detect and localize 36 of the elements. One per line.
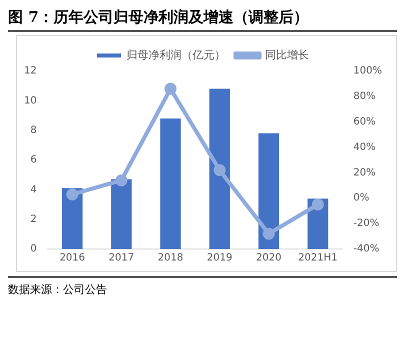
- y2-tick-label: 0%: [353, 192, 370, 204]
- legend-label: 同比增长: [265, 48, 309, 62]
- y2-tick-label: 100%: [353, 66, 382, 77]
- y2-tick-label: 80%: [353, 91, 376, 102]
- y2-tick-label: 20%: [353, 167, 376, 178]
- bar: [209, 88, 230, 249]
- x-tick-label: 2018: [158, 252, 184, 264]
- x-tick-label: 2020: [256, 252, 282, 264]
- y-tick-label: 6: [30, 154, 37, 166]
- bar: [258, 133, 280, 249]
- y-tick-label: 4: [30, 184, 37, 196]
- point: [115, 174, 128, 186]
- y2-tick-label: -20%: [353, 218, 380, 230]
- y2-tick-label: 60%: [353, 116, 376, 128]
- x-tick-label: 2021H1: [298, 252, 338, 264]
- point: [312, 198, 324, 210]
- y-tick-label: 10: [24, 95, 37, 106]
- y2-tick-label: 40%: [353, 142, 376, 153]
- y-tick-label: 0: [30, 244, 37, 255]
- y-tick-label: 8: [30, 124, 37, 136]
- bar: [160, 118, 181, 249]
- point: [66, 188, 78, 200]
- chart-title: 图 7：历年公司归母净利润及增速（调整后）: [8, 8, 397, 32]
- bar: [62, 188, 83, 249]
- y-tick-label: 12: [24, 66, 37, 77]
- legend-label: 归母净利润（亿元）: [126, 48, 226, 62]
- x-tick-label: 2016: [60, 252, 86, 264]
- point: [262, 228, 275, 240]
- bar: [111, 179, 132, 249]
- source-note: 数据来源：公司公告: [8, 282, 108, 297]
- x-tick-label: 2019: [206, 252, 232, 264]
- x-tick-label: 2017: [108, 252, 134, 264]
- y-tick-label: 2: [30, 214, 37, 225]
- y2-tick-label: -40%: [353, 244, 380, 255]
- point: [164, 82, 177, 95]
- point: [214, 164, 226, 176]
